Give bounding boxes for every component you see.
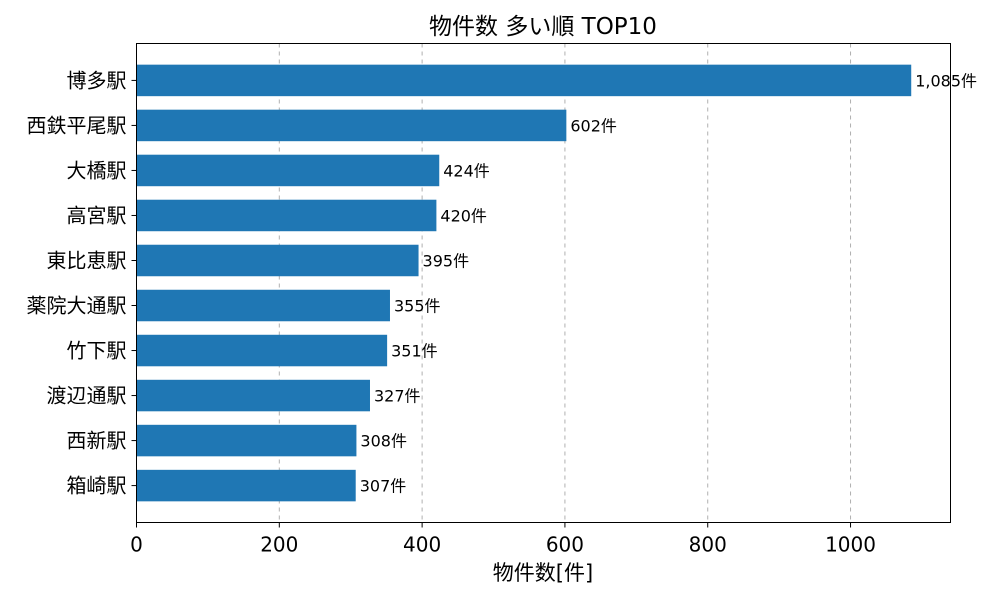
data-label: 351件 (391, 342, 438, 361)
data-label: 327件 (374, 387, 421, 406)
category-label: 薬院大通駅 (27, 294, 127, 318)
category-label: 東比恵駅 (47, 248, 127, 272)
x-tick-label: 1000 (825, 533, 876, 557)
data-label: 424件 (443, 161, 490, 180)
data-label: 420件 (440, 206, 487, 225)
plot-frame (136, 43, 951, 523)
category-label: 博多駅 (67, 68, 127, 92)
bar (136, 379, 370, 412)
category-label: 箱崎駅 (67, 474, 127, 498)
data-label: 307件 (360, 477, 407, 496)
x-axis-ticks: 0 200 400 600 800 1000 (130, 522, 876, 557)
x-tick-label: 0 (130, 533, 143, 557)
category-label: 渡辺通駅 (47, 384, 127, 408)
x-axis-label: 物件数[件] (493, 561, 593, 585)
chart-title: 物件数 多い順 TOP10 (429, 14, 657, 40)
data-label: 1,085件 (915, 71, 977, 90)
bar (136, 469, 356, 502)
category-label: 竹下駅 (67, 339, 127, 363)
bar (136, 109, 567, 142)
data-label: 395件 (423, 251, 470, 270)
data-label: 355件 (394, 297, 441, 316)
bar (136, 64, 912, 97)
category-label: 大橋駅 (67, 158, 127, 182)
bar (136, 199, 437, 232)
bar (136, 289, 390, 322)
data-labels: 1,085件 602件 424件 420件 395件 355件 351件 327件 308件 30… (360, 71, 977, 495)
category-label: 西新駅 (67, 429, 127, 453)
category-label: 西鉄平尾駅 (27, 113, 127, 137)
bar (136, 334, 388, 367)
bars (136, 64, 912, 502)
category-label: 高宮駅 (67, 203, 127, 227)
bar (136, 244, 419, 277)
data-label: 308件 (360, 432, 407, 451)
x-tick-label: 200 (260, 533, 298, 557)
bar (136, 424, 357, 457)
x-tick-label: 400 (403, 533, 441, 557)
x-tick-label: 600 (546, 533, 584, 557)
x-tick-label: 800 (689, 533, 727, 557)
data-label: 602件 (570, 116, 617, 135)
bar (136, 154, 440, 187)
